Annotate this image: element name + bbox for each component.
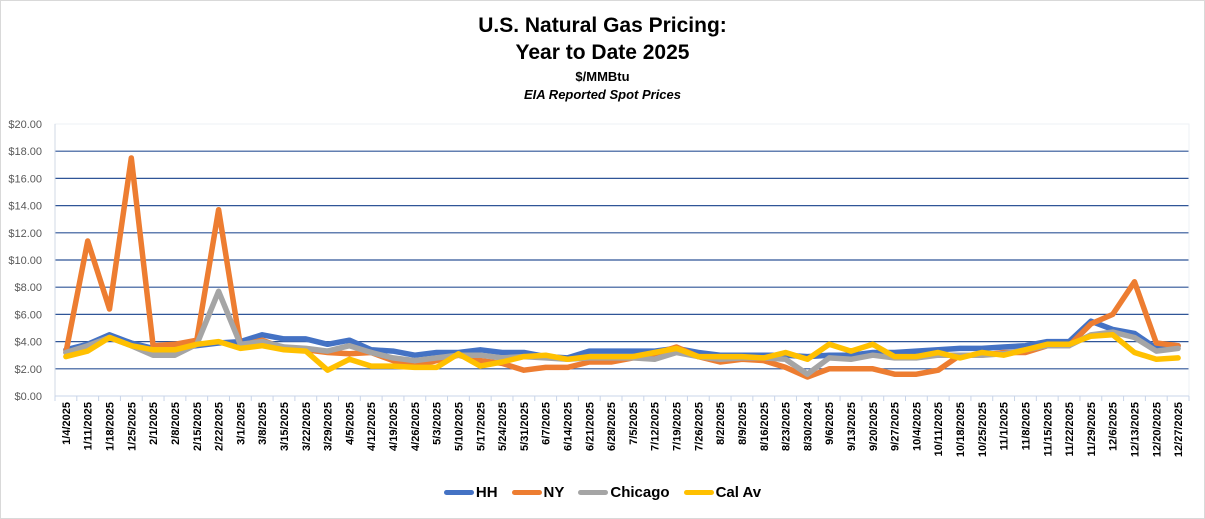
x-tick-label: 8/23/2025	[781, 402, 793, 451]
chart-title-block: U.S. Natural Gas Pricing: Year to Date 2…	[0, 12, 1205, 104]
x-tick-label: 6/14/2025	[562, 402, 574, 451]
y-tick-label: $10.00	[8, 255, 42, 267]
x-tick-label: 11/22/2025	[1064, 402, 1076, 456]
x-tick-label: 6/21/2025	[584, 402, 596, 451]
x-tick-label: 5/3/2025	[432, 402, 444, 445]
x-tick-label: 1/4/2025	[61, 402, 73, 445]
x-tick-label: 3/1/2025	[235, 402, 247, 445]
x-tick-label: 10/25/2025	[977, 402, 989, 457]
x-tick-label: 3/29/2025	[323, 402, 335, 451]
x-tick-label: 5/31/2025	[519, 402, 531, 451]
x-tick-label: 9/20/2025	[868, 402, 880, 451]
x-tick-label: 3/8/2025	[257, 402, 269, 445]
x-tick-label: 12/6/2025	[1108, 402, 1120, 451]
x-tick-label: 8/2/2025	[715, 402, 727, 445]
x-tick-label: 4/12/2025	[366, 402, 378, 451]
x-tick-label: 1/11/2025	[83, 402, 95, 450]
y-tick-label: $8.00	[14, 282, 42, 294]
chart-subtitle-units: $/MMBtu	[575, 69, 630, 84]
chart-title-line2: Year to Date 2025	[515, 41, 690, 64]
x-tick-label: 4/19/2025	[388, 402, 400, 451]
x-tick-label: 11/29/2025	[1086, 402, 1098, 456]
legend-label: HH	[475, 484, 498, 501]
x-tick-label: 5/17/2025	[475, 402, 487, 451]
x-tick-label: 11/15/2025	[1042, 402, 1054, 456]
x-tick-label: 8/9/2025	[737, 402, 749, 445]
y-axis-ticks: $0.00 $2.00 $4.00 $6.00 $8.00 $10.00 $12.00 $14…	[8, 119, 42, 403]
x-tick-label: 6/28/2025	[606, 402, 618, 451]
y-tick-label: $18.00	[8, 146, 42, 158]
x-tick-label: 4/5/2025	[344, 402, 356, 445]
y-tick-label: $16.00	[8, 173, 42, 185]
x-tick-label: 11/1/2025	[999, 402, 1011, 450]
y-tick-label: $4.00	[14, 337, 42, 349]
x-tick-label: 3/22/2025	[301, 402, 313, 451]
chart-subtitle-source: EIA Reported Spot Prices	[524, 87, 681, 102]
x-tick-label: 9/6/2025	[824, 402, 836, 445]
y-tick-label: $6.00	[14, 309, 42, 321]
series-line-hh	[63, 318, 1181, 361]
x-tick-label: 12/20/2025	[1151, 402, 1163, 457]
x-tick-label: 2/15/2025	[192, 402, 204, 451]
legend-swatch	[578, 490, 609, 495]
x-tick-label: 8/30/2024	[802, 401, 814, 451]
x-tick-label: 7/19/2025	[672, 402, 684, 451]
y-tick-label: $2.00	[14, 364, 42, 376]
series-line-cal-av	[63, 332, 1181, 373]
legend-swatch	[443, 490, 474, 495]
x-tick-label: 3/15/2025	[279, 402, 291, 451]
x-tick-label: 9/27/2025	[890, 402, 902, 451]
legend-item-chicago: Chicago	[578, 484, 670, 501]
x-tick-label: 4/26/2025	[410, 402, 422, 451]
legend-label: NY	[543, 484, 565, 501]
x-axis-ticks: 1/4/2025 1/11/2025 1/18/2025 1/25/2025 2/1/2…	[61, 401, 1185, 457]
x-tick-label: 2/1/2025	[148, 402, 160, 445]
x-tick-label: 12/27/2025	[1173, 402, 1185, 457]
x-tick-label: 5/10/2025	[453, 402, 465, 451]
x-tick-label: 10/11/2025	[933, 402, 945, 456]
x-tick-label: 7/26/2025	[693, 402, 705, 451]
legend-item-hh: HH	[443, 484, 498, 501]
y-tick-label: $14.00	[8, 201, 42, 213]
x-tick-label: 10/18/2025	[955, 402, 967, 457]
x-tick-label: 2/8/2025	[170, 402, 182, 445]
axes	[54, 123, 1190, 401]
x-tick-label: 6/7/2025	[541, 402, 553, 445]
gridlines	[55, 150, 1189, 370]
legend-swatch	[683, 490, 714, 495]
legend-swatch	[511, 490, 542, 495]
x-tick-label: 9/13/2025	[846, 402, 858, 451]
y-tick-label: $20.00	[8, 119, 42, 131]
x-tick-label: 1/25/2025	[126, 402, 138, 451]
x-tick-label: 1/18/2025	[105, 402, 117, 451]
legend: HH NY Chicago Cal Av	[0, 484, 1205, 501]
series-lines	[63, 155, 1181, 380]
legend-label: Chicago	[610, 484, 670, 501]
x-tick-label: 10/4/2025	[911, 402, 923, 451]
x-tick-label: 8/16/2025	[759, 402, 771, 451]
legend-label: Cal Av	[715, 484, 762, 501]
y-tick-label: $0.00	[14, 391, 42, 403]
y-tick-label: $12.00	[8, 228, 42, 240]
chart-title: U.S. Natural Gas Pricing:	[478, 14, 727, 37]
x-tick-label: 11/8/2025	[1020, 402, 1032, 450]
x-tick-label: 7/12/2025	[650, 402, 662, 451]
x-tick-label: 5/24/2025	[497, 402, 509, 451]
legend-item-ny: NY	[511, 484, 565, 501]
x-tick-label: 12/13/2025	[1129, 402, 1141, 457]
x-tick-label: 2/22/2025	[214, 402, 226, 451]
legend-item-cal-av: Cal Av	[683, 484, 762, 501]
x-tick-label: 7/5/2025	[628, 402, 640, 445]
